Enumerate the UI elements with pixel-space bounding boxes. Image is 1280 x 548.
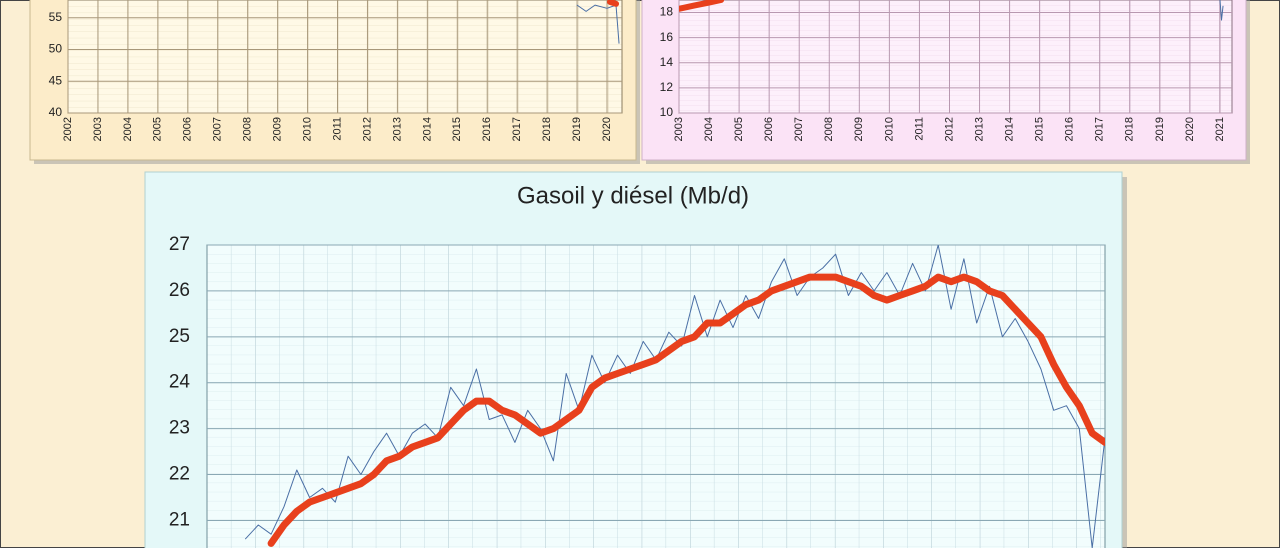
y-tick-label: 45 — [49, 73, 63, 87]
x-tick-label: 2009 — [272, 117, 284, 141]
x-tick-label: 2003 — [673, 117, 685, 141]
plot-area — [678, 0, 1233, 114]
x-tick-label: 2007 — [212, 117, 224, 141]
y-tick-label: 21 — [169, 509, 190, 530]
x-tick-label: 2009 — [853, 117, 865, 141]
plot-area — [67, 0, 623, 114]
x-tick-label: 2007 — [793, 117, 805, 141]
y-tick-label: 14 — [660, 55, 674, 69]
x-tick-label: 2014 — [421, 117, 433, 141]
data-line — [1219, 0, 1224, 21]
x-tick-label: 2016 — [481, 117, 493, 141]
x-tick-label: 2006 — [182, 117, 194, 141]
x-tick-label: 2019 — [1154, 117, 1166, 141]
x-tick-label: 2008 — [823, 117, 835, 141]
x-tick-label: 2010 — [883, 117, 895, 141]
x-tick-label: 2011 — [913, 117, 925, 141]
y-tick-label: 27 — [169, 234, 190, 255]
x-tick-label: 2003 — [92, 117, 104, 141]
data-line — [245, 245, 1105, 548]
data-line — [576, 4, 620, 44]
y-tick-label: 10 — [660, 105, 674, 119]
data-line — [267, 273, 1105, 547]
x-tick-label: 2015 — [1034, 117, 1046, 141]
x-tick-label: 2005 — [733, 117, 745, 141]
x-tick-label: 2018 — [541, 117, 553, 141]
y-tick-label: 23 — [169, 418, 190, 439]
x-tick-label: 2017 — [511, 117, 523, 141]
x-tick-label: 2012 — [361, 117, 373, 141]
y-tick-label: 22 — [169, 464, 190, 485]
x-tick-label: 2018 — [1124, 117, 1136, 141]
x-tick-label: 2016 — [1064, 117, 1076, 141]
x-tick-label: 2010 — [301, 117, 313, 141]
y-tick-label: 50 — [49, 42, 63, 56]
chart-title: Gasoil y diésel (Mb/d) — [517, 182, 749, 209]
x-tick-label: 2019 — [571, 117, 583, 141]
y-tick-label: 40 — [49, 105, 63, 119]
x-tick-label: 2017 — [1094, 117, 1106, 141]
x-tick-label: 2013 — [973, 117, 985, 141]
y-tick-label: 25 — [169, 326, 190, 347]
y-tick-label: 55 — [49, 10, 63, 24]
data-line — [607, 0, 619, 7]
x-tick-label: 2002 — [62, 117, 74, 141]
x-tick-label: 2011 — [331, 117, 343, 141]
x-tick-label: 2005 — [152, 117, 164, 141]
x-tick-label: 2015 — [451, 117, 463, 141]
x-tick-label: 2020 — [601, 117, 613, 141]
plot-area — [206, 244, 1106, 548]
x-tick-label: 2006 — [763, 117, 775, 141]
y-tick-label: 18 — [660, 5, 674, 19]
y-tick-label: 16 — [660, 30, 674, 44]
x-tick-label: 2013 — [391, 117, 403, 141]
y-tick-label: 26 — [169, 280, 190, 301]
x-tick-label: 2008 — [242, 117, 254, 141]
x-tick-label: 2004 — [122, 117, 134, 141]
x-tick-label: 2020 — [1184, 117, 1196, 141]
data-line — [679, 0, 725, 12]
x-tick-label: 2021 — [1214, 117, 1226, 141]
x-tick-label: 2004 — [703, 117, 715, 141]
y-tick-label: 12 — [660, 80, 674, 94]
x-tick-label: 2014 — [1004, 117, 1016, 141]
x-tick-label: 2012 — [943, 117, 955, 141]
y-tick-label: 24 — [169, 372, 191, 393]
